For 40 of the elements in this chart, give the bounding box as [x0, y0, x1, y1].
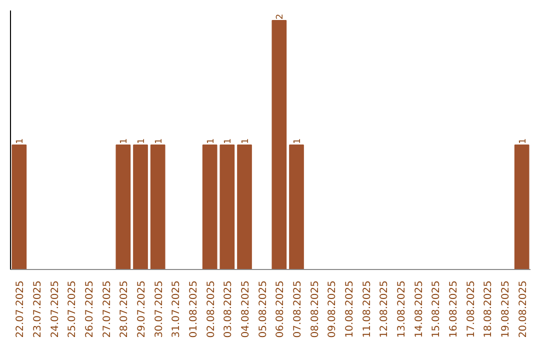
x-tick-label: 09.08.2025 [327, 280, 338, 338]
data-label: 1 [16, 138, 26, 144]
x-tick-label: 01.08.2025 [188, 280, 200, 338]
x-tick-label: 19.08.2025 [500, 280, 512, 338]
x-tick-label: 24.07.2025 [50, 280, 61, 338]
x-tick-label: 05.08.2025 [258, 280, 269, 338]
data-label: 1 [224, 138, 234, 144]
x-tick-label: 15.08.2025 [431, 280, 442, 338]
x-tick-label: 17.08.2025 [466, 280, 477, 338]
x-tick-label: 26.07.2025 [84, 280, 96, 338]
data-label: 1 [154, 138, 164, 144]
x-tick-label: 30.07.2025 [154, 280, 165, 338]
x-tick-label: 27.07.2025 [102, 280, 113, 338]
x-tick-label: 25.07.2025 [67, 280, 78, 338]
x-tick-label: 06.08.2025 [275, 280, 286, 338]
x-tick-label: 02.08.2025 [206, 280, 217, 338]
x-tick-label: 31.07.2025 [171, 280, 182, 338]
x-tick-label: 14.08.2025 [414, 280, 425, 338]
x-tick-label: 20.08.2025 [518, 280, 529, 338]
data-label: 1 [293, 138, 303, 144]
x-tick-label: 13.08.2025 [396, 280, 408, 338]
data-label: 1 [518, 138, 528, 144]
data-label: 1 [206, 138, 216, 144]
x-tick-label: 16.08.2025 [448, 280, 460, 338]
x-tick-label: 10.08.2025 [344, 280, 356, 338]
x-tick-label: 18.08.2025 [483, 280, 494, 338]
x-tick-label: 12.08.2025 [379, 280, 390, 338]
x-tick-label: 28.07.2025 [119, 280, 130, 338]
x-tick-label: 04.08.2025 [240, 280, 252, 338]
data-label: 1 [120, 138, 130, 144]
data-label: 1 [137, 138, 147, 144]
x-tick-label: 11.08.2025 [362, 280, 373, 338]
x-tick-label: 22.07.2025 [15, 280, 26, 338]
data-label: 2 [276, 14, 286, 20]
x-tick-label: 07.08.2025 [292, 280, 304, 338]
x-tick-label: 29.07.2025 [136, 280, 148, 338]
x-tick-label: 03.08.2025 [223, 280, 234, 338]
x-tick-label: 08.08.2025 [310, 280, 321, 338]
x-tick-label: 23.07.2025 [32, 280, 44, 338]
data-label: 1 [241, 138, 251, 144]
